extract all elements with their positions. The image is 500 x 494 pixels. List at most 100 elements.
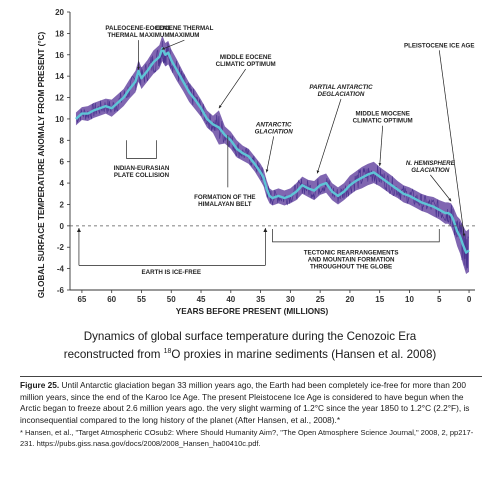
x-tick-label: 35 <box>256 295 265 304</box>
y-axis-title: GLOBAL SURFACE TEMPERATURE ANOMALY FROM … <box>37 31 46 298</box>
annotation-label: ANTARCTIC GLACIATION <box>255 121 294 135</box>
annotation-arrowhead <box>218 105 222 109</box>
x-tick-label: 15 <box>375 295 384 304</box>
x-tick-label: 55 <box>137 295 146 304</box>
x-tick-label: 20 <box>345 295 354 304</box>
x-axis-title: YEARS BEFORE PRESENT (MILLIONS) <box>176 307 329 316</box>
annotation-arrow <box>430 174 452 202</box>
x-tick-label: 40 <box>226 295 235 304</box>
mean-line-group <box>75 47 470 254</box>
annotation-arrowhead <box>137 66 140 70</box>
annotation-arrowhead <box>265 169 269 173</box>
y-tick-label: 10 <box>55 115 64 124</box>
annotation-line: EARTH IS ICE-FREE <box>142 269 201 276</box>
y-tick-label: 18 <box>55 29 64 38</box>
temperature-mean-line <box>75 47 470 254</box>
annotation-label: FORMATION OF THE HIMALAYAN BELT <box>194 194 255 208</box>
y-tick-label: 4 <box>60 179 65 188</box>
annotation-arrowhead <box>378 162 382 166</box>
y-tick-label: 14 <box>55 72 64 81</box>
y-tick-label: 16 <box>55 51 64 60</box>
annotation-arrow <box>379 125 384 166</box>
chart-title-sup: 18 <box>163 348 172 355</box>
x-tick-label: 25 <box>316 295 325 304</box>
annotation-arrow <box>266 136 275 173</box>
annotation-label: N. HEMISPHERE GLACIATION <box>406 160 456 174</box>
annotation-line: AND MOUNTAIN FORMATION <box>308 257 395 264</box>
annotation-line: DEGLACIATION <box>318 91 365 98</box>
x-tick-label: 50 <box>167 295 176 304</box>
y-tick-label: 0 <box>60 222 65 231</box>
annotation-label: EOCENE THERMAL MAXIMUM <box>155 25 213 39</box>
y-tick-label: 2 <box>60 200 65 209</box>
annotation-line: ANTARCTIC <box>255 121 292 128</box>
y-tick-label: 12 <box>55 94 64 103</box>
annotation-line: INDIAN-EURASIAN <box>114 165 170 172</box>
annotation-label: INDIAN-EURASIAN PLATE COLLISION <box>114 165 170 179</box>
y-tick-label: -4 <box>57 265 65 274</box>
annotation-line: N. HEMISPHERE <box>406 160 456 167</box>
annotation-label: MIDDLE MIOCENE CLIMATIC OPTIMUM <box>353 111 413 125</box>
annotation-arrow <box>161 39 185 50</box>
caption-main: Figure 25. Until Antarctic glaciation be… <box>20 380 482 426</box>
x-tick-label: 65 <box>77 295 86 304</box>
annotation-arrowhead <box>316 170 320 174</box>
annotation-line: GLACIATION <box>255 128 294 135</box>
annotation-label: TECTONIC REARRANGEMENTS AND MOUNTAIN FORM… <box>304 250 399 271</box>
caption-text: Until Antarctic glaciation began 33 mill… <box>20 380 470 425</box>
annotation-label: PALEOCENE-EOCENE THERMAL MAXIMUM <box>105 25 171 39</box>
figure-caption: Figure 25. Until Antarctic glaciation be… <box>20 380 482 449</box>
y-tick-label: -6 <box>57 286 65 295</box>
annotation-arrow <box>316 98 342 174</box>
x-tick-label: 60 <box>107 295 116 304</box>
chart-title-pre: reconstructed from <box>63 347 164 361</box>
annotation-line: EOCENE THERMAL <box>155 25 213 32</box>
y-tick-label: 20 <box>55 8 64 17</box>
annotation-arrowhead <box>448 198 452 202</box>
chart-title: Dynamics of global surface temperature d… <box>0 329 500 362</box>
x-tick-label: 5 <box>437 295 442 304</box>
annotation-line: CLIMATIC OPTIMUM <box>216 61 276 68</box>
annotation-line: TECTONIC REARRANGEMENTS <box>304 250 399 257</box>
annotation-label: MIDDLE EOCENE CLIMATIC OPTIMUM <box>216 54 276 68</box>
caption-label: Figure 25. <box>20 380 60 390</box>
tectonic-bracket <box>272 229 440 243</box>
annotation-line: MAXIMUM <box>169 32 199 39</box>
caption-footnote: * Hansen, et al., "Target Atmospheric CO… <box>20 428 474 448</box>
annotation-line: MIDDLE EOCENE <box>220 54 272 61</box>
annotation-line: CLIMATIC OPTIMUM <box>353 118 413 125</box>
ice-free-arrowhead <box>76 227 81 232</box>
caption-divider <box>20 376 482 377</box>
annotation-label: PARTIAL ANTARCTIC DEGLACIATION <box>309 84 373 98</box>
annotation-line: PARTIAL ANTARCTIC <box>309 84 373 91</box>
annotation-line: PLEISTOCENE ICE AGE <box>404 42 474 49</box>
annotation-line: MIDDLE MIOCENE <box>356 111 410 118</box>
annotation-line: HIMALAYAN BELT <box>198 201 252 208</box>
x-tick-label: 30 <box>286 295 295 304</box>
chart-title-post: O proxies in marine sediments (Hansen et… <box>171 347 437 361</box>
x-tick-label: 45 <box>197 295 206 304</box>
annotation-label: EARTH IS ICE-FREE <box>142 269 201 276</box>
annotation-line: THROUGHOUT THE GLOBE <box>310 264 392 271</box>
period-bracket <box>126 140 157 159</box>
annotation-line: PALEOCENE-EOCENE <box>105 25 171 32</box>
plot-area <box>70 12 475 290</box>
ice-free-arrowhead <box>263 227 268 232</box>
annotation-arrow <box>218 68 246 109</box>
annotation-arrowhead <box>462 233 466 237</box>
annotation-label: PLEISTOCENE ICE AGE <box>404 42 474 49</box>
y-tick-label: -2 <box>57 243 65 252</box>
annotation-line: PLATE COLLISION <box>114 172 170 179</box>
chart-title-line-2: reconstructed from 18O proxies in marine… <box>0 344 500 362</box>
y-tick-label: 8 <box>60 136 65 145</box>
annotation-line: GLACIATION <box>411 167 450 174</box>
annotation-line: THERMAL MAXIMUM <box>107 32 169 39</box>
brackets-group <box>76 134 440 266</box>
y-tick-label: 6 <box>60 158 65 167</box>
chart-title-line-1: Dynamics of global surface temperature d… <box>83 330 417 343</box>
x-tick-label: 10 <box>405 295 414 304</box>
annotation-line: FORMATION OF THE <box>194 194 255 201</box>
